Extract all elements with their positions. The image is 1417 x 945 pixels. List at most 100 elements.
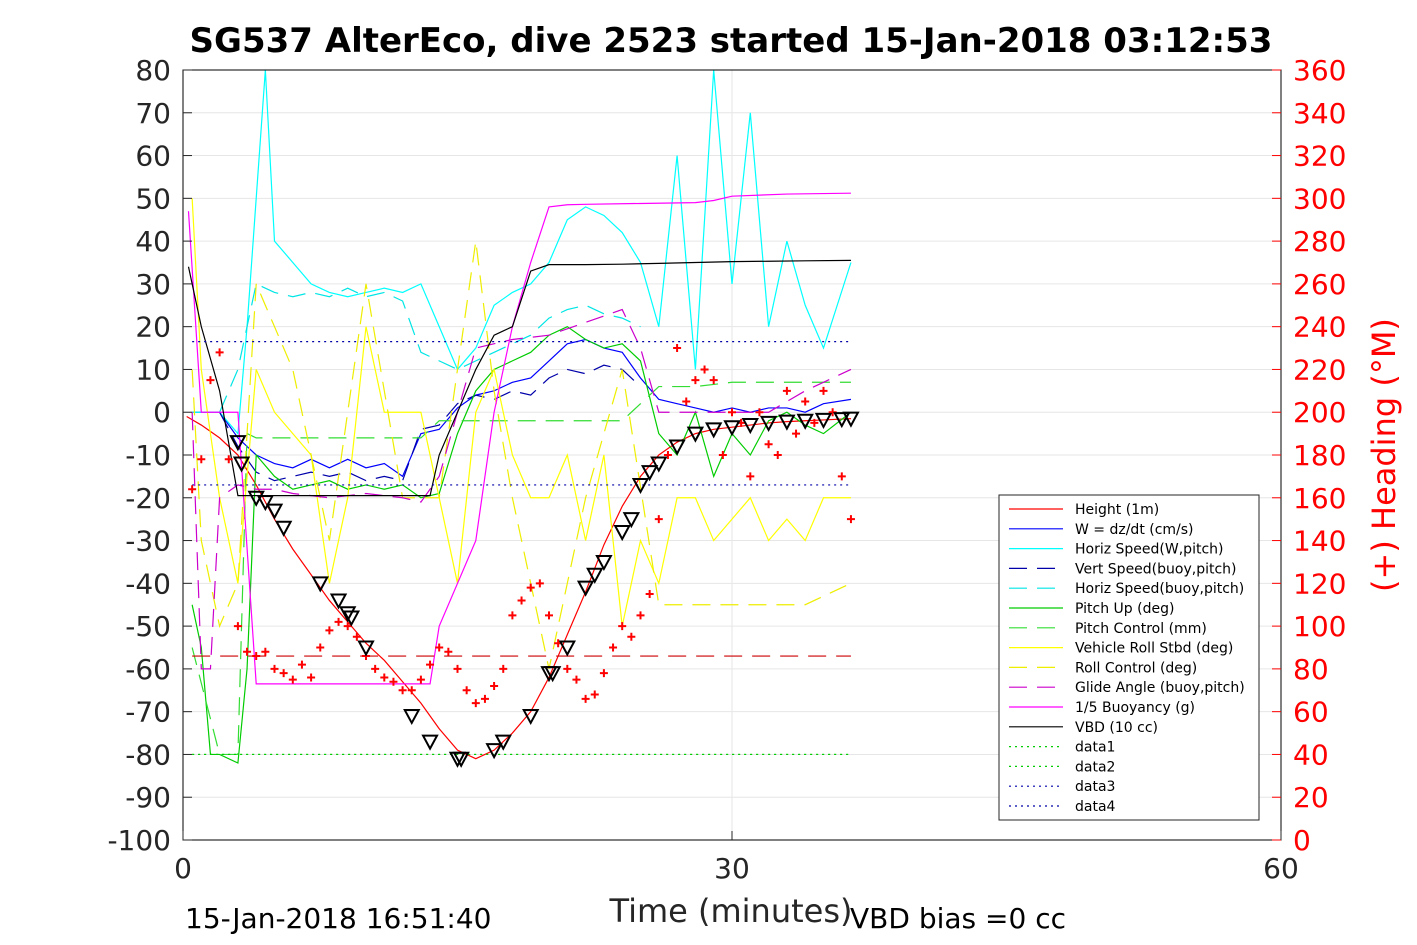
right-tick-label: 180 [1293,439,1346,472]
right-tick-label: 60 [1293,696,1329,729]
heading-point [545,611,553,620]
heading-point [599,669,608,678]
height-marker [229,435,247,452]
legend-entry: Horiz Speed(buoy,pitch) [1075,581,1244,597]
left-tick-label: -60 [125,653,171,686]
series-line-3 [219,364,641,482]
height-marker [522,708,540,726]
height-marker [232,456,251,473]
legend-entry: Pitch Up (deg) [1075,601,1174,617]
right-tick-label: 0 [1293,824,1311,857]
left-tick-label: 40 [135,225,171,258]
heading-point [352,632,361,641]
height-marker [342,610,361,627]
left-tick-label: -40 [125,567,171,600]
height-marker [705,422,723,439]
heading-point [343,622,352,631]
right-tick-label: 320 [1293,140,1346,173]
x-tick-label: 30 [714,852,750,885]
height-marker [274,520,293,537]
heading-point [590,690,599,699]
left-tick-label: -10 [125,439,171,472]
height-marker [543,666,562,683]
heading-point [233,622,242,631]
heading-point [325,626,334,635]
left-tick-label: -70 [125,696,171,729]
heading-point [480,694,489,703]
heading-point [435,643,444,652]
height-marker [256,495,275,512]
height-marker [622,512,641,529]
heading-point [334,617,343,626]
height-marker [586,567,604,584]
legend-entry: data3 [1075,779,1115,795]
height-marker [759,415,778,433]
heading-point [188,485,197,494]
heading-point [398,686,407,695]
heading-point [517,596,526,605]
height-marker [421,734,439,751]
right-tick-label: 120 [1293,567,1346,600]
series-layer [186,69,852,764]
heading-point [837,472,846,481]
height-marker [329,593,348,610]
heading-point [773,451,782,459]
legend-entry: W = dz/dt (cm/s) [1075,522,1194,538]
heading-point [243,647,252,656]
series-line-4 [219,283,641,413]
heading-point [380,673,389,682]
series-line-1 [192,338,852,478]
right-tick-label: 200 [1293,396,1346,429]
height-marker [796,413,814,430]
height-marker [403,708,421,726]
series-line-9 [191,308,852,670]
heading-point [654,515,663,524]
footer-timestamp: 15-Jan-2018 16:51:40 [185,902,491,935]
right-tick-label: 100 [1293,610,1346,643]
left-tick-label: 10 [135,353,171,386]
heading-point [636,611,645,620]
heading-point [471,699,480,708]
legend-entry: data2 [1075,759,1115,775]
right-tick-label: 80 [1293,653,1329,686]
series-line-7 [191,198,851,627]
height-marker [494,734,512,751]
chart-title: SG537 AlterEco, dive 2523 started 15-Jan… [190,21,1273,61]
left-tick-label: -100 [107,824,171,857]
height-marker [613,525,631,542]
height-marker [631,477,650,495]
left-tick-label: 0 [153,396,171,429]
x-tick-label: 60 [1263,852,1299,885]
left-tick-label: -90 [125,781,171,814]
heading-point [224,455,233,464]
left-tick-label: 70 [135,97,171,130]
axes: -100-90-80-70-60-50-40-30-20-10010203040… [107,54,1346,885]
height-marker [576,580,595,597]
right-tick-label: 40 [1293,738,1329,771]
heading-point [490,682,499,690]
legend-entry: data4 [1075,799,1116,815]
heading-point [609,643,618,652]
heading-point [718,451,727,459]
heading-point [261,647,270,656]
right-tick-label: 240 [1293,311,1346,344]
heading-point [782,386,791,395]
legend-entry: Pitch Control (mm) [1075,621,1207,637]
series-line-6 [191,381,851,756]
legend-entry: 1/5 Buoyancy (g) [1075,700,1195,716]
series-line-2 [192,69,852,436]
heading-point [673,344,682,353]
heading-point [819,386,828,395]
right-tick-label: 20 [1293,781,1329,814]
height-marker [640,465,659,482]
legend-entry: data1 [1075,740,1115,756]
series-line-0 [186,415,851,760]
height-marker [814,412,833,430]
legend-entry: VBD (10 cc) [1075,720,1158,736]
heading-point [215,348,224,357]
height-marker [778,414,796,431]
heading-point [572,675,581,684]
heading-point [462,686,471,695]
left-tick-label: -30 [125,525,171,558]
heading-point [581,694,590,703]
